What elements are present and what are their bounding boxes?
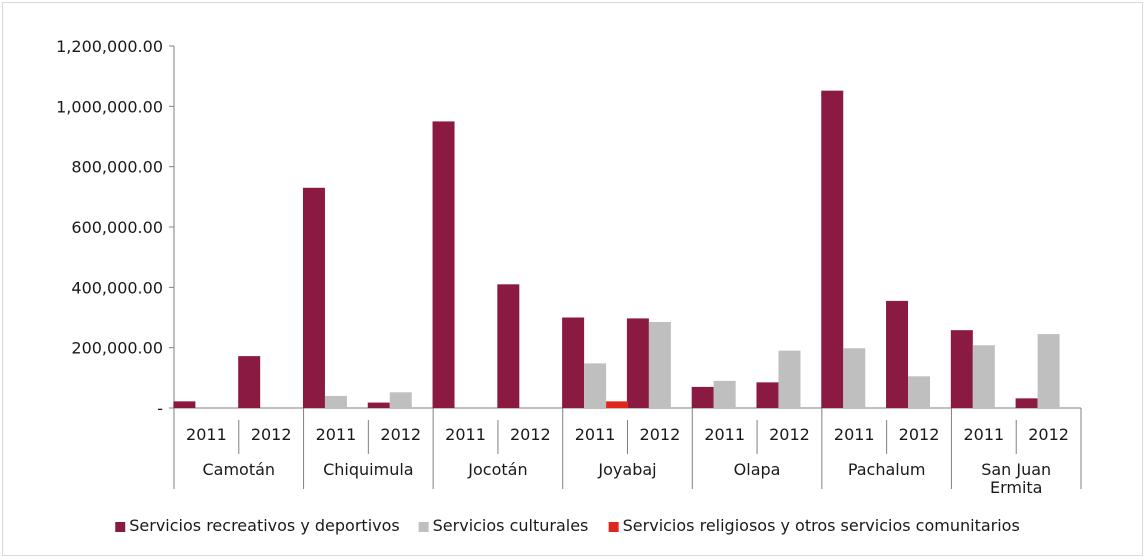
bar <box>238 356 261 408</box>
y-tick-label: 1,200,000.00 <box>56 37 163 56</box>
bar <box>821 90 844 408</box>
x-year-label: 2012 <box>769 425 810 444</box>
x-group-label: Pachalum <box>848 460 926 479</box>
bar <box>648 322 671 408</box>
x-year-label: 2012 <box>640 425 681 444</box>
x-group-label: Ermita <box>990 478 1043 497</box>
x-year-label: 2012 <box>380 425 421 444</box>
y-tick-label: 400,000.00 <box>71 278 163 297</box>
bar <box>713 380 736 408</box>
x-group-label: Joyabaj <box>597 460 656 479</box>
x-year-label: 2011 <box>963 425 1004 444</box>
x-year-label: 2011 <box>575 425 616 444</box>
bar <box>626 318 649 408</box>
x-group-label: Camotán <box>202 460 275 479</box>
bar <box>778 350 801 408</box>
legend-swatch <box>115 522 126 532</box>
x-year-label: 2012 <box>251 425 292 444</box>
bar <box>1037 334 1060 408</box>
x-year-label: 2011 <box>445 425 486 444</box>
bar <box>908 376 931 408</box>
legend-swatch <box>608 522 619 532</box>
bar <box>389 392 412 408</box>
bar <box>367 402 390 408</box>
bar <box>584 363 607 408</box>
bar <box>886 300 909 408</box>
bar <box>691 386 714 408</box>
bar <box>324 395 347 408</box>
x-group-label: Chiquimula <box>323 460 413 479</box>
y-tick-label: 200,000.00 <box>71 339 163 358</box>
legend-label: Servicios religiosos y otros servicios c… <box>623 516 1020 535</box>
bar <box>173 401 196 408</box>
bar <box>843 348 866 408</box>
y-tick-label: 600,000.00 <box>71 218 163 237</box>
bar <box>497 284 520 408</box>
bar <box>606 401 629 408</box>
bar <box>972 345 995 408</box>
x-year-label: 2011 <box>316 425 357 444</box>
x-group-label: San Juan <box>981 460 1051 479</box>
x-year-label: 2012 <box>1028 425 1069 444</box>
x-year-label: 2011 <box>834 425 875 444</box>
bar <box>562 317 585 408</box>
y-tick-label: 800,000.00 <box>71 158 163 177</box>
bar <box>950 330 973 408</box>
x-year-label: 2012 <box>510 425 551 444</box>
bar <box>432 121 455 409</box>
x-year-label: 2011 <box>704 425 745 444</box>
legend-label: Servicios recreativos y deportivos <box>129 516 399 535</box>
y-tick-label: 1,000,000.00 <box>56 97 163 116</box>
bar <box>302 187 325 408</box>
x-group-label: Olapa <box>734 460 781 479</box>
x-year-label: 2011 <box>186 425 227 444</box>
legend-label: Servicios culturales <box>433 516 589 535</box>
x-group-label: Jocotán <box>467 460 527 479</box>
bar <box>756 382 779 408</box>
bar <box>1015 398 1038 408</box>
legend-swatch <box>418 522 429 532</box>
y-tick-label: - <box>157 399 163 418</box>
x-year-label: 2012 <box>899 425 940 444</box>
